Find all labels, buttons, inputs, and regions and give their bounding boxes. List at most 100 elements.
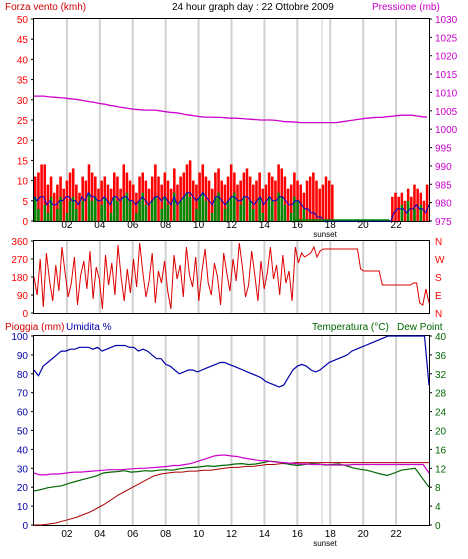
gust-bar-29 — [125, 192, 129, 221]
wind-bar-69 — [252, 184, 255, 221]
temperature-ytick-label-24: 24 — [435, 408, 447, 419]
gust-bar-37 — [150, 200, 154, 221]
gust-bar-3 — [43, 204, 47, 221]
humidity-axis-title: Umidita % — [66, 322, 112, 333]
gust-bar-63 — [233, 192, 236, 221]
gust-bar-60 — [223, 208, 227, 221]
wind-ytick-label-25: 25 — [17, 116, 29, 127]
humidity-ytick-label-10: 10 — [17, 502, 29, 513]
wind-bar-81 — [289, 184, 293, 221]
wind-bar-40 — [160, 184, 163, 221]
gust-bar-41 — [163, 196, 167, 221]
rain-axis-title: Pioggia (mm) — [5, 322, 64, 333]
wind-bar-124 — [425, 184, 429, 221]
gust-bar-11 — [68, 200, 72, 221]
wind-bar-91 — [321, 184, 325, 221]
x-tick-label-0-08: 08 — [160, 220, 172, 231]
x-tick-label-0-06: 06 — [127, 220, 139, 231]
wind-bar-11 — [68, 172, 72, 221]
pressure-ytick-label-990: 990 — [435, 162, 452, 173]
wind-bar-50 — [192, 180, 195, 221]
wind-bar-28 — [122, 164, 126, 221]
wind-ytick-label-15: 15 — [17, 156, 29, 167]
direction-ytick-label-360: 360 — [11, 237, 28, 248]
x-tick-label-1-08: 08 — [160, 529, 172, 540]
gust-bar-13 — [75, 208, 78, 221]
pressure-ytick-label-985: 985 — [435, 180, 452, 191]
wind-bar-67 — [245, 168, 249, 221]
gust-bar-61 — [226, 200, 230, 221]
x-tick-label-1-04: 04 — [94, 529, 106, 540]
wind-bar-1 — [37, 172, 40, 221]
x-tick-label-1-16: 16 — [292, 529, 304, 540]
wind-bar-54 — [204, 176, 208, 221]
gust-bar-22 — [103, 196, 107, 221]
pressure-ytick-label-1005: 1005 — [435, 107, 458, 118]
wind-bar-21 — [100, 180, 103, 221]
gust-bar-75 — [271, 200, 274, 221]
gust-bar-83 — [296, 200, 299, 221]
x-tick-label-1-02: 02 — [61, 529, 73, 540]
wind-ytick-label-35: 35 — [17, 76, 29, 87]
sunset-label-0: sunset — [313, 230, 337, 239]
humidity-ytick-label-80: 80 — [17, 370, 29, 381]
wind-bar-39 — [157, 176, 160, 221]
gust-bar-71 — [258, 196, 261, 221]
gust-bar-62 — [229, 196, 233, 221]
gust-bar-8 — [59, 196, 62, 221]
wind-bar-20 — [97, 188, 100, 221]
sunset-label-1: sunset — [313, 539, 337, 548]
pressure-ytick-label-1000: 1000 — [435, 125, 458, 136]
direction-line — [33, 242, 430, 310]
pressure-ytick-label-1010: 1010 — [435, 88, 458, 99]
wind-bar-121 — [416, 188, 419, 221]
wind-bar-33 — [138, 176, 141, 221]
gust-bar-25 — [113, 196, 116, 221]
temperature-ytick-label-28: 28 — [435, 389, 447, 400]
wind-bar-62 — [229, 164, 233, 221]
gust-bar-48 — [185, 192, 189, 221]
gust-bar-7 — [56, 208, 59, 221]
humidity-ytick-label-100: 100 — [11, 332, 28, 343]
gust-bar-38 — [154, 196, 157, 221]
x-tick-label-1-10: 10 — [193, 529, 205, 540]
wind-bar-89 — [315, 180, 318, 221]
temperature-ytick-label-20: 20 — [435, 427, 447, 438]
gust-bar-44 — [173, 192, 176, 221]
wind-bar-64 — [236, 184, 239, 221]
gust-bar-56 — [210, 212, 214, 221]
temperature-ytick-label-4: 4 — [435, 502, 441, 513]
wind-bar-23 — [106, 184, 110, 221]
humidity-ytick-label-70: 70 — [17, 389, 29, 400]
wind-bar-94 — [331, 184, 334, 221]
direction-ytick-label-0: 0 — [22, 309, 28, 320]
compass-label-3: W — [435, 255, 445, 266]
wind-bar-24 — [109, 188, 113, 221]
data-layer — [33, 95, 430, 526]
avg-wind-line — [33, 191, 430, 222]
humidity-line — [33, 335, 430, 388]
gust-bar-28 — [122, 196, 126, 221]
wind-bar-31 — [131, 184, 135, 221]
pressure-line — [34, 95, 428, 124]
wind-axis-title: Forza vento (kmh) — [5, 2, 86, 13]
gust-bar-24 — [109, 212, 113, 221]
wind-ytick-label-50: 50 — [17, 15, 29, 26]
gust-bar-120 — [413, 208, 416, 221]
gust-bar-49 — [188, 196, 192, 221]
gust-bar-17 — [87, 192, 91, 221]
humidity-ytick-label-30: 30 — [17, 464, 29, 475]
wind-bar-80 — [286, 188, 290, 221]
gust-bar-82 — [293, 196, 296, 221]
humidity-ytick-label-0: 0 — [22, 521, 28, 532]
gust-bar-32 — [135, 212, 138, 221]
gust-bar-122 — [419, 204, 423, 221]
temperature-axis-title: Temperatura (°C) — [312, 322, 389, 333]
x-tick-label-0-12: 12 — [226, 220, 238, 231]
wind-bar-27 — [119, 188, 122, 221]
gust-bar-68 — [248, 200, 252, 221]
humidity-ytick-label-90: 90 — [17, 351, 29, 362]
wind-bar-10 — [65, 180, 69, 221]
wind-bar-3 — [43, 164, 47, 221]
